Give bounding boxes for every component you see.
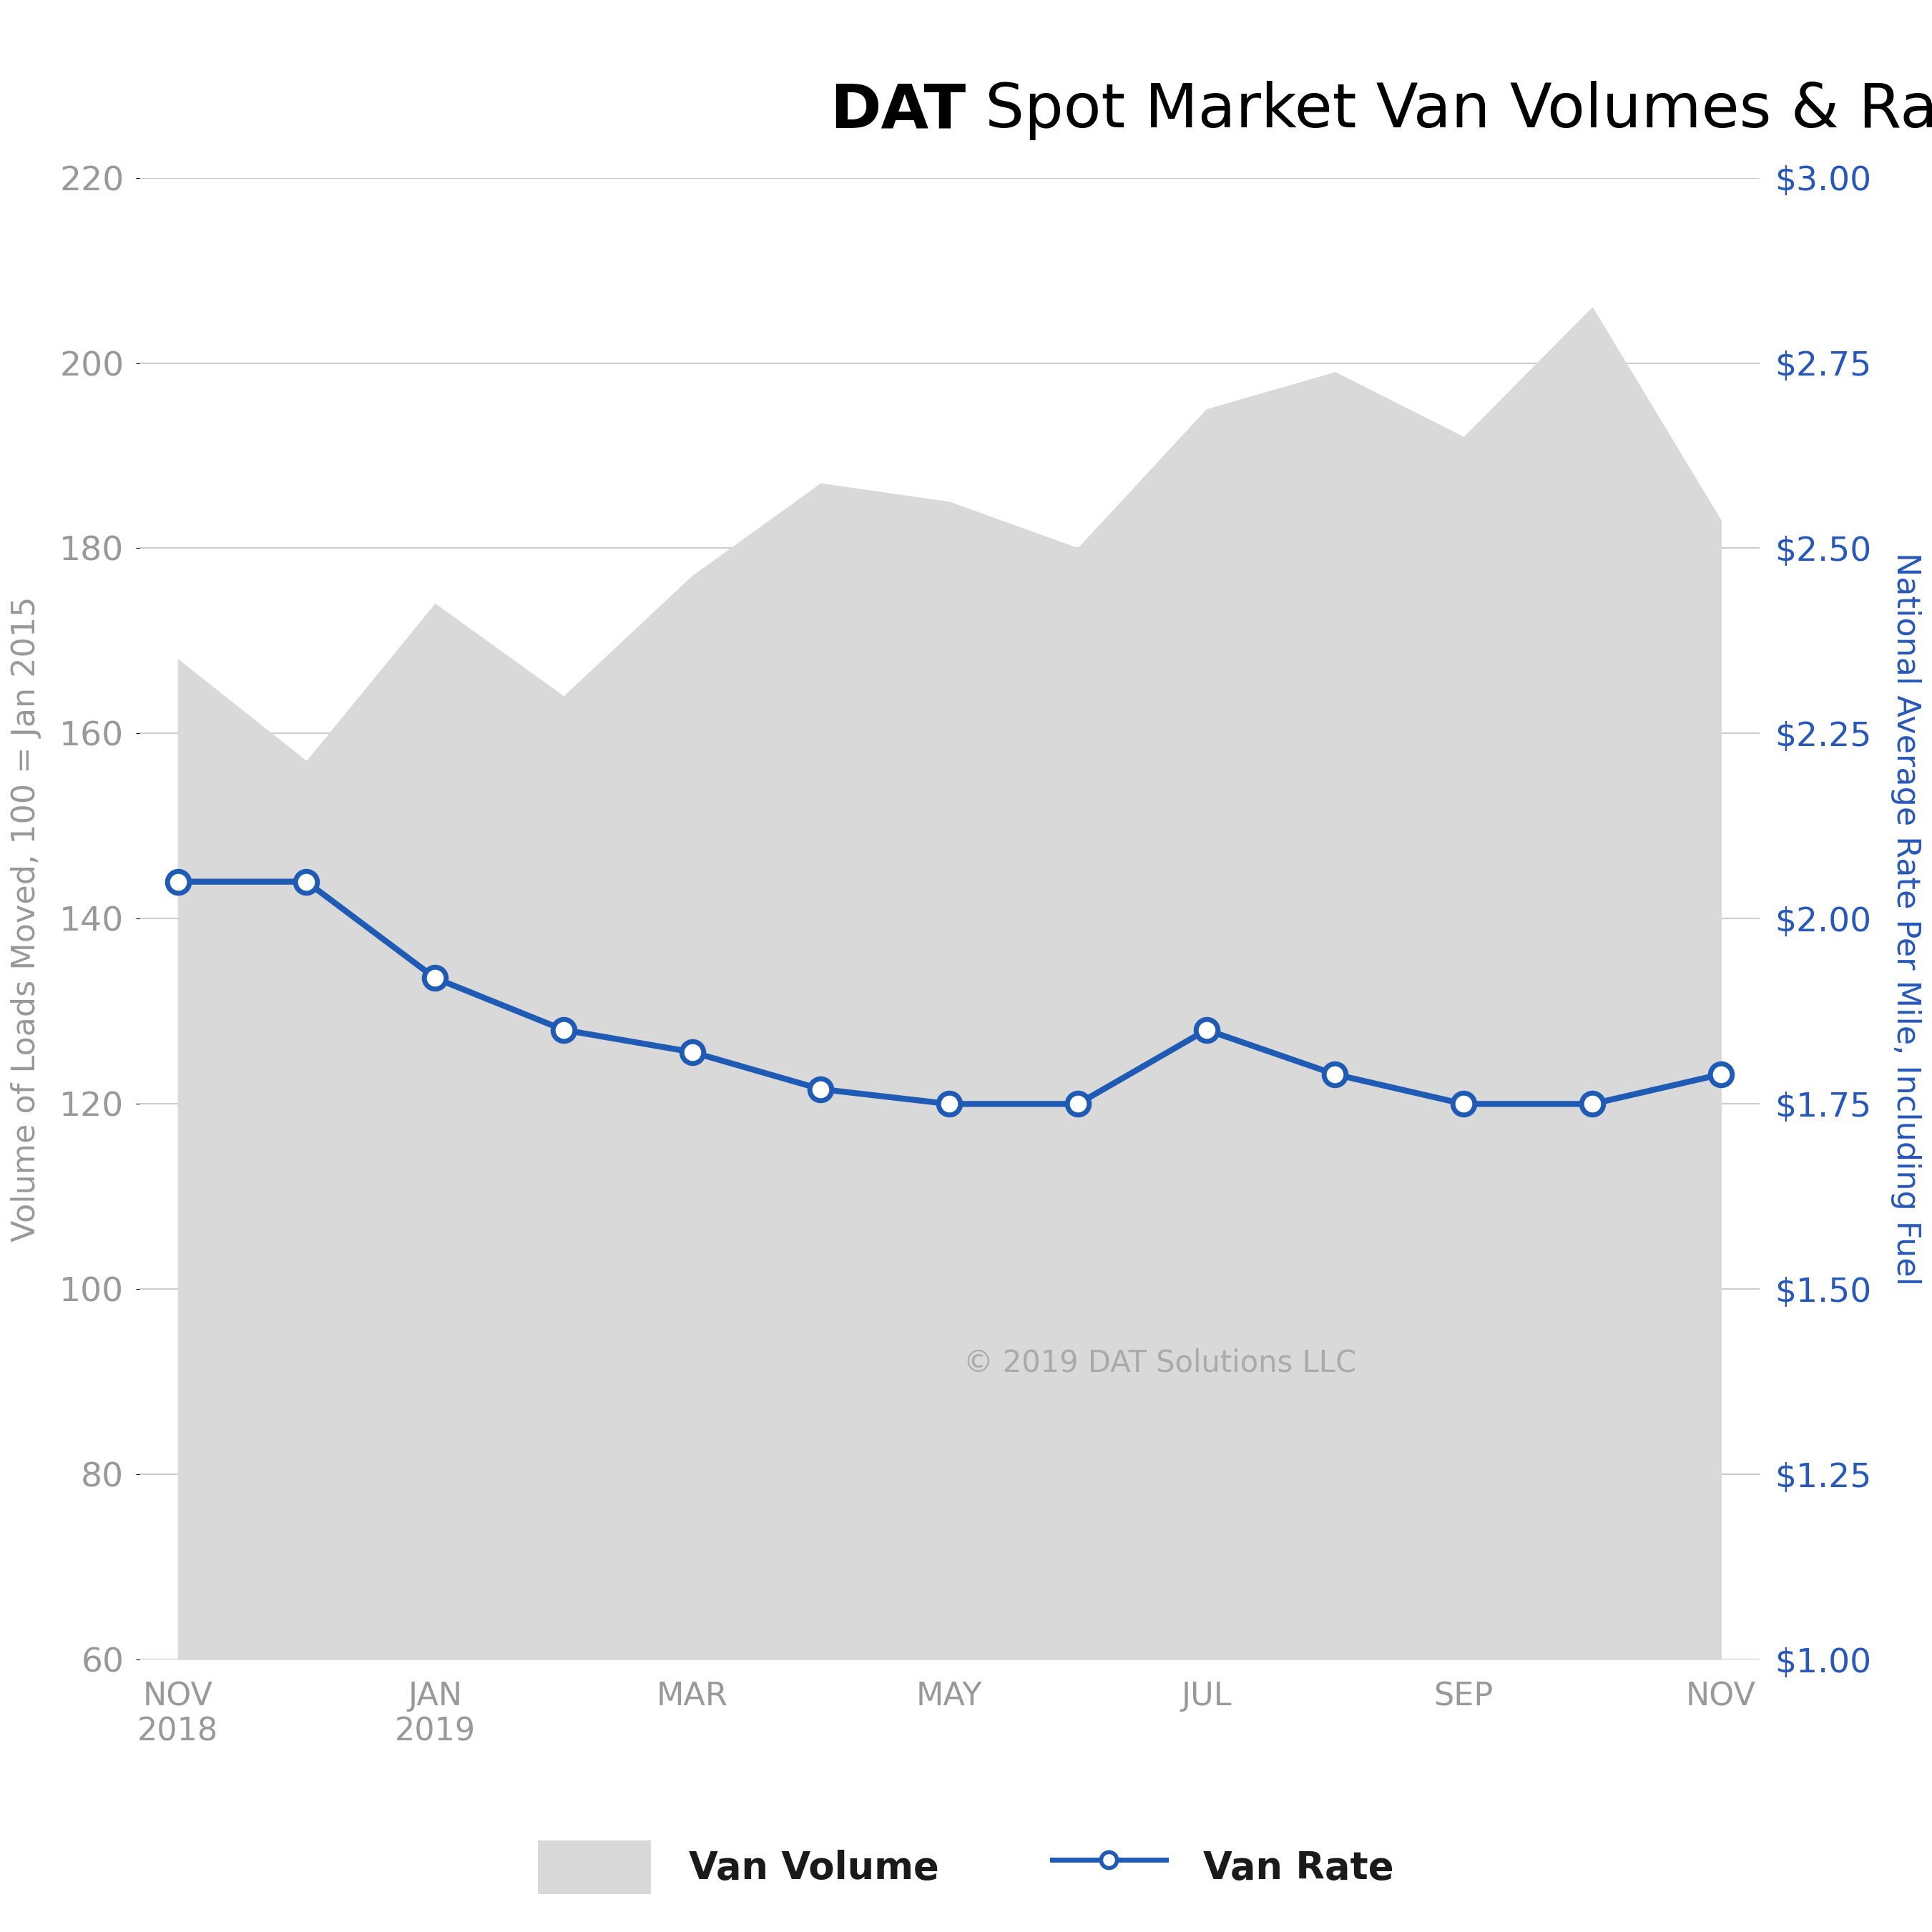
Y-axis label: Volume of Loads Moved, 100 = Jan 2015: Volume of Loads Moved, 100 = Jan 2015 bbox=[12, 595, 41, 1242]
Text: © 2019 DAT Solutions LLC: © 2019 DAT Solutions LLC bbox=[964, 1349, 1356, 1378]
Legend: Van Volume, Van Rate: Van Volume, Van Rate bbox=[537, 1841, 1395, 1893]
Text: Spot Market Van Volumes & Rates: Spot Market Van Volumes & Rates bbox=[966, 81, 1932, 141]
Text: DAT: DAT bbox=[831, 81, 966, 141]
Y-axis label: National Average Rate Per Mile, Including Fuel: National Average Rate Per Mile, Includin… bbox=[1891, 553, 1920, 1285]
